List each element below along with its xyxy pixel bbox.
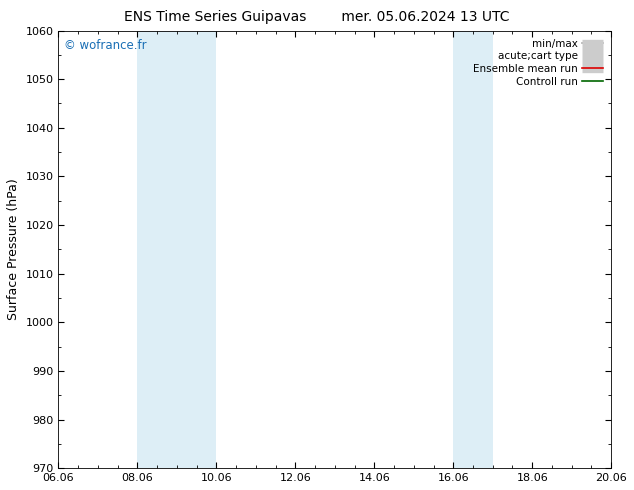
- Text: © wofrance.fr: © wofrance.fr: [64, 39, 146, 52]
- Y-axis label: Surface Pressure (hPa): Surface Pressure (hPa): [7, 178, 20, 320]
- Legend: min/max, acute;cart type, Ensemble mean run, Controll run: min/max, acute;cart type, Ensemble mean …: [470, 36, 606, 90]
- Bar: [453, 30, 493, 468]
- Bar: [138, 30, 216, 468]
- Text: ENS Time Series Guipavas        mer. 05.06.2024 13 UTC: ENS Time Series Guipavas mer. 05.06.2024…: [124, 10, 510, 24]
